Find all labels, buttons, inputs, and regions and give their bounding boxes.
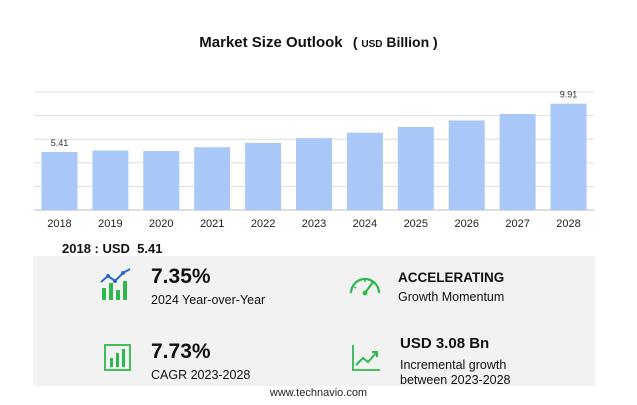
bar-2027 — [499, 113, 536, 210]
x-tick-label: 2023 — [302, 218, 326, 230]
x-tick-label: 2028 — [556, 218, 580, 230]
bar-2022 — [245, 142, 282, 210]
yoy-stat: 7.35% 2024 Year-over-Year — [151, 265, 265, 307]
data-label: 9.91 — [560, 90, 578, 100]
chart-unit: ( USD Billion ) — [352, 34, 438, 50]
stats-panel: 7.35% 2024 Year-over-Year ACCELERATING G… — [33, 256, 595, 387]
unit-prefix: USD — [361, 39, 383, 50]
summary-value: 5.41 — [137, 241, 163, 256]
incremental-stat: USD 3.08 Bn Incremental growth between 2… — [400, 335, 511, 387]
source-footer: www.technavio.com — [269, 387, 368, 399]
x-tick-label: 2025 — [404, 218, 428, 230]
incremental-head: USD 3.08 Bn — [400, 335, 511, 352]
x-tick-label: 2026 — [454, 218, 478, 230]
speedometer-icon — [349, 277, 381, 296]
bar-chart: 2018 2019 2020 2021 2022 2023 2024 2025 2026 2027… — [34, 90, 594, 230]
bar-2023 — [296, 138, 332, 210]
chart-title-text: Market Size Outlook — [199, 34, 343, 51]
summary-line: 2018 : USD 5.41 — [62, 241, 162, 256]
x-tick-label: 2021 — [200, 218, 224, 230]
momentum-value: ACCELERATING — [398, 270, 505, 285]
bar-2024 — [346, 132, 383, 210]
x-tick-label: 2027 — [505, 218, 529, 230]
x-tick-label: 2022 — [251, 218, 275, 230]
yoy-value: 7.35% — [151, 265, 211, 288]
incremental-label-2: between 2023-2028 — [400, 373, 511, 387]
x-tick-label: 2024 — [353, 218, 377, 230]
summary-label: 2018 : USD — [62, 241, 130, 256]
incremental-label-1: Incremental growth — [400, 358, 507, 372]
bar-2025 — [397, 126, 434, 210]
bar-2018 — [41, 151, 78, 210]
x-tick-label: 2018 — [47, 218, 71, 230]
unit-suffix: Billion — [386, 34, 430, 50]
cagr-stat: 7.73% CAGR 2023-2028 — [151, 340, 250, 382]
bar-2020 — [143, 151, 180, 210]
bar-2028 — [550, 103, 587, 210]
cagr-label: CAGR 2023-2028 — [151, 368, 251, 382]
chart-growth-icon — [100, 268, 131, 300]
momentum-stat: ACCELERATING Growth Momentum — [398, 270, 504, 304]
chart-title: Market Size Outlook ( USD Billion ) — [0, 34, 637, 51]
trend-up-icon — [352, 345, 380, 371]
bar-chart-icon — [104, 344, 131, 371]
yoy-label: 2024 Year-over-Year — [151, 293, 266, 307]
bar-2021 — [194, 147, 231, 210]
incremental-prefix: USD — [400, 335, 432, 352]
x-tick-label: 2020 — [149, 218, 173, 230]
bar-2026 — [448, 120, 485, 210]
x-tick-label: 2019 — [98, 218, 122, 230]
data-label: 5.41 — [51, 138, 69, 148]
incremental-value: 3.08 Bn — [435, 335, 490, 352]
cagr-value: 7.73% — [151, 340, 211, 363]
momentum-label: Growth Momentum — [398, 290, 505, 304]
bar-2019 — [92, 150, 129, 210]
